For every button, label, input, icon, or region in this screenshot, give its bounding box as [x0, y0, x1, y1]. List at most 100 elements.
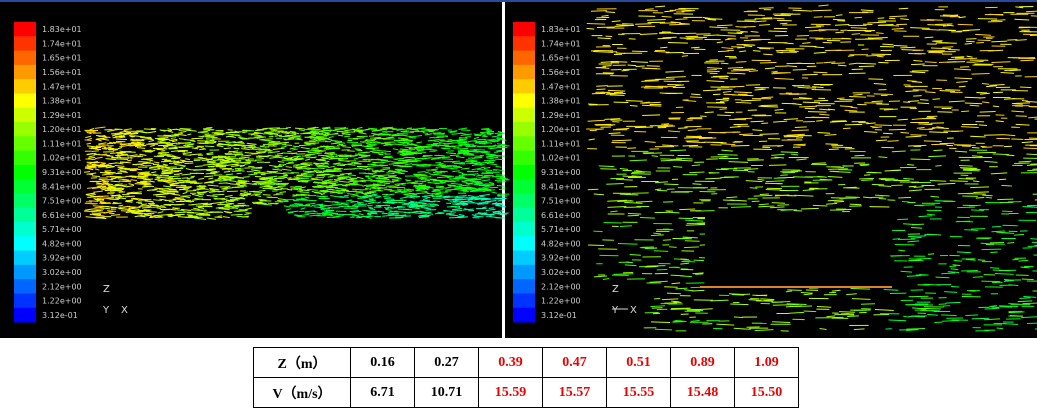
vector — [229, 206, 239, 207]
vector — [230, 184, 240, 185]
vector — [731, 207, 751, 208]
vector — [155, 217, 163, 218]
vector — [488, 201, 494, 202]
vector — [707, 107, 727, 108]
vector — [925, 37, 934, 38]
vector — [231, 166, 238, 167]
legend-label: 1.38e+01 — [42, 97, 82, 106]
vector — [721, 63, 729, 64]
vector — [349, 183, 358, 184]
vector — [96, 186, 106, 187]
vector — [730, 127, 741, 128]
vector — [93, 206, 103, 207]
legend-label: 1.11e+01 — [541, 139, 581, 148]
vector — [929, 132, 948, 133]
vector — [628, 65, 637, 66]
vector — [286, 139, 294, 140]
vector — [900, 19, 908, 20]
vector — [845, 124, 862, 125]
vector — [922, 308, 941, 309]
top-border — [0, 0, 1037, 2]
vector — [207, 161, 216, 162]
vector — [158, 181, 168, 182]
vector — [596, 125, 616, 126]
vector — [279, 136, 290, 137]
vector — [935, 165, 941, 166]
vector — [978, 260, 985, 261]
vector — [618, 243, 638, 244]
vector — [435, 213, 444, 214]
vector — [1022, 279, 1034, 280]
vector — [199, 149, 206, 150]
vector — [965, 97, 981, 98]
vector — [175, 212, 186, 213]
colorbar-swatch — [14, 251, 36, 266]
vector — [660, 47, 667, 48]
vector — [745, 69, 756, 70]
vector — [772, 203, 785, 204]
vector — [169, 148, 176, 149]
legend-label: 5.71e+00 — [541, 225, 581, 234]
colorbar-swatch — [513, 193, 535, 208]
vector — [1029, 138, 1037, 139]
colorbar-swatch — [513, 265, 535, 280]
vector — [433, 141, 438, 142]
vector — [664, 184, 679, 185]
vector — [113, 142, 122, 143]
colorbar-swatch — [513, 136, 535, 151]
vector — [380, 165, 385, 166]
vector — [812, 163, 826, 164]
vector — [293, 200, 302, 201]
vector — [631, 193, 648, 194]
vector — [237, 173, 242, 174]
vector — [979, 125, 987, 126]
vector — [126, 132, 131, 133]
vector — [109, 159, 116, 160]
vector — [415, 181, 427, 182]
vector — [924, 141, 942, 142]
legend-label: 5.71e+00 — [42, 225, 82, 234]
vector — [462, 182, 467, 183]
vector — [804, 311, 817, 312]
vector — [795, 306, 813, 307]
vector — [90, 196, 100, 197]
vector — [970, 136, 985, 137]
vector — [207, 154, 214, 155]
vector — [620, 226, 632, 227]
vector — [675, 288, 687, 289]
legend-label: 1.74e+01 — [541, 39, 581, 48]
vector — [436, 186, 444, 187]
vector — [719, 109, 726, 110]
vector — [626, 101, 643, 102]
vector — [664, 287, 678, 288]
vector — [180, 128, 192, 129]
data-table: Z（m）0.160.270.390.470.510.891.09V（m/s）6.… — [253, 347, 799, 408]
vector — [999, 307, 1012, 308]
legend-label: 1.38e+01 — [541, 97, 581, 106]
vector — [407, 128, 412, 129]
vector — [671, 301, 679, 302]
vector — [231, 214, 243, 215]
vector — [1019, 27, 1030, 28]
vector — [106, 177, 116, 178]
vector — [757, 48, 774, 49]
vector — [275, 156, 281, 157]
vector — [756, 295, 767, 296]
vector — [1014, 163, 1029, 164]
axis-label: X — [121, 305, 128, 316]
vector — [944, 292, 957, 293]
vector — [690, 97, 702, 98]
colorbar-swatch — [14, 222, 36, 237]
colorbar-swatch — [14, 122, 36, 137]
vector — [668, 212, 679, 213]
vector — [813, 205, 828, 206]
colorbar-swatch — [14, 79, 36, 94]
vector — [356, 192, 364, 193]
vector — [835, 32, 844, 33]
colorbar-swatch — [14, 293, 36, 308]
vector — [669, 247, 677, 248]
legend-label: 1.47e+01 — [42, 82, 82, 91]
vector — [635, 127, 653, 128]
vector — [184, 140, 195, 141]
vector — [274, 178, 283, 179]
